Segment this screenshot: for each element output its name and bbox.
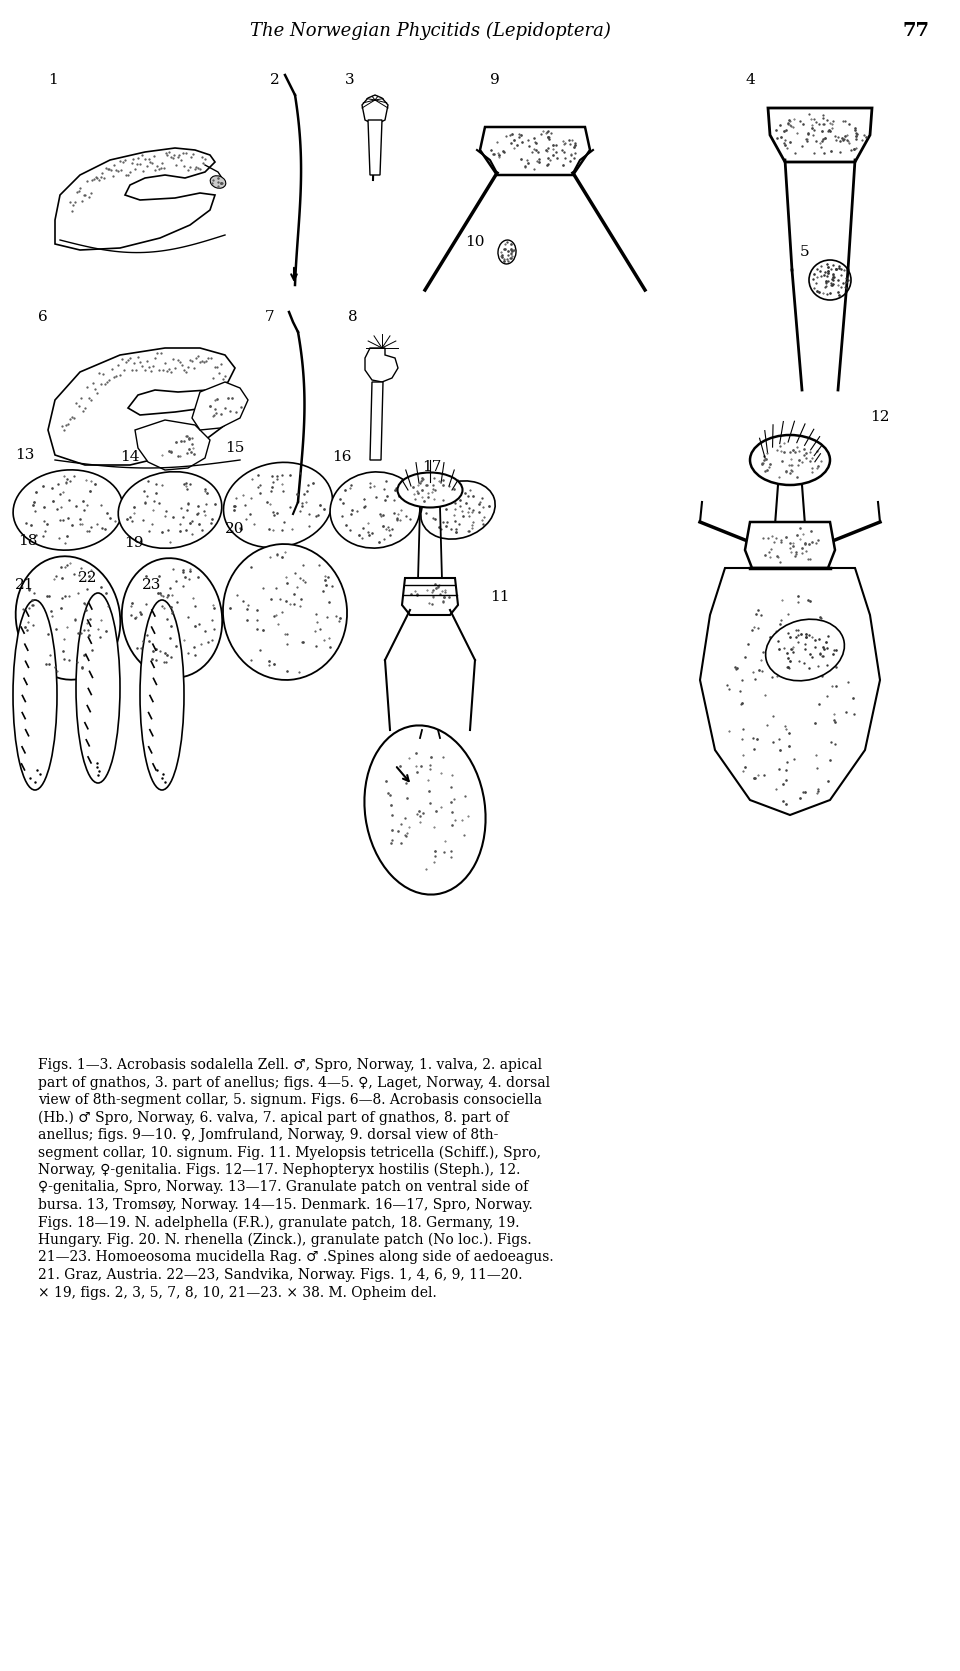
Polygon shape — [368, 120, 382, 175]
Text: 16: 16 — [332, 449, 351, 465]
Text: Figs. 1—3. Acrobasis sodalella Zell. ♂, Spro, Norway, 1. valva, 2. apical: Figs. 1—3. Acrobasis sodalella Zell. ♂, … — [38, 1058, 542, 1073]
Ellipse shape — [420, 481, 495, 540]
Text: view of 8th-segment collar, 5. signum. Figs. 6—8. Acrobasis consociella: view of 8th-segment collar, 5. signum. F… — [38, 1093, 542, 1106]
Text: 1: 1 — [48, 74, 58, 87]
Text: anellus; figs. 9—10. ♀, Jomfruland, Norway, 9. dorsal view of 8th-: anellus; figs. 9—10. ♀, Jomfruland, Norw… — [38, 1128, 498, 1141]
Polygon shape — [365, 348, 398, 383]
Text: 2: 2 — [270, 74, 279, 87]
Ellipse shape — [210, 175, 226, 189]
Polygon shape — [48, 348, 235, 465]
Text: 5: 5 — [800, 246, 809, 259]
Text: 21. Graz, Austria. 22—23, Sandvika, Norway. Figs. 1, 4, 6, 9, 11—20.: 21. Graz, Austria. 22—23, Sandvika, Norw… — [38, 1268, 522, 1282]
Text: segment collar, 10. signum. Fig. 11. Myelopsis tetricella (Schiff.), Spro,: segment collar, 10. signum. Fig. 11. Mye… — [38, 1146, 541, 1160]
Ellipse shape — [498, 241, 516, 264]
Text: Norway, ♀-genitalia. Figs. 12—17. Nephopteryx hostilis (Steph.), 12.: Norway, ♀-genitalia. Figs. 12—17. Nephop… — [38, 1163, 520, 1178]
Text: 18: 18 — [18, 535, 37, 548]
Ellipse shape — [76, 593, 120, 784]
Polygon shape — [700, 568, 880, 815]
Text: 13: 13 — [15, 448, 35, 461]
Ellipse shape — [15, 556, 120, 680]
Polygon shape — [55, 149, 215, 251]
Text: Hungary. Fig. 20. N. rhenella (Zinck.), granulate patch (No loc.). Figs.: Hungary. Fig. 20. N. rhenella (Zinck.), … — [38, 1233, 532, 1247]
Ellipse shape — [223, 545, 348, 680]
Text: × 19, figs. 2, 3, 5, 7, 8, 10, 21—23. × 38. M. Opheim del.: × 19, figs. 2, 3, 5, 7, 8, 10, 21—23. × … — [38, 1285, 437, 1300]
Text: 3: 3 — [345, 74, 354, 87]
Text: ♀-genitalia, Spro, Norway. 13—17. Granulate patch on ventral side of: ♀-genitalia, Spro, Norway. 13—17. Granul… — [38, 1180, 528, 1195]
Text: 21: 21 — [15, 578, 35, 592]
Polygon shape — [362, 95, 388, 125]
Text: (Hb.) ♂ Spro, Norway, 6. valva, 7. apical part of gnathos, 8. part of: (Hb.) ♂ Spro, Norway, 6. valva, 7. apica… — [38, 1111, 509, 1125]
Ellipse shape — [118, 471, 222, 548]
Ellipse shape — [13, 470, 123, 550]
Text: 77: 77 — [903, 22, 930, 40]
Text: part of gnathos, 3. part of anellus; figs. 4—5. ♀, Laget, Norway, 4. dorsal: part of gnathos, 3. part of anellus; fig… — [38, 1076, 550, 1089]
Text: 23: 23 — [142, 578, 161, 592]
Text: 7: 7 — [265, 311, 275, 324]
Polygon shape — [370, 383, 383, 460]
Polygon shape — [192, 383, 248, 429]
Text: 11: 11 — [490, 590, 510, 603]
Text: bursa. 13, Tromsøy, Norway. 14—15. Denmark. 16—17, Spro, Norway.: bursa. 13, Tromsøy, Norway. 14—15. Denma… — [38, 1198, 533, 1211]
Text: The Norwegian Phycitids (Lepidoptera): The Norwegian Phycitids (Lepidoptera) — [250, 22, 611, 40]
Text: 10: 10 — [465, 236, 485, 249]
Ellipse shape — [765, 620, 845, 680]
Ellipse shape — [140, 600, 184, 790]
Text: 4: 4 — [745, 74, 755, 87]
Ellipse shape — [750, 434, 830, 485]
Text: Figs. 18—19. N. adelphella (F.R.), granulate patch, 18. Germany, 19.: Figs. 18—19. N. adelphella (F.R.), granu… — [38, 1215, 519, 1230]
Polygon shape — [768, 109, 872, 162]
Ellipse shape — [13, 600, 57, 790]
Ellipse shape — [224, 463, 332, 548]
Text: 19: 19 — [124, 536, 143, 550]
Text: 15: 15 — [225, 441, 245, 455]
Polygon shape — [402, 578, 458, 615]
Ellipse shape — [330, 471, 420, 548]
Text: 12: 12 — [870, 409, 890, 424]
Text: 20: 20 — [225, 521, 245, 536]
Polygon shape — [480, 127, 590, 175]
Ellipse shape — [809, 261, 851, 301]
Polygon shape — [745, 521, 835, 568]
Text: 22: 22 — [78, 571, 98, 585]
Ellipse shape — [122, 558, 222, 678]
Text: 21—23. Homoeosoma mucidella Rag. ♂ .Spines along side of aedoeagus.: 21—23. Homoeosoma mucidella Rag. ♂ .Spin… — [38, 1250, 554, 1265]
Polygon shape — [135, 419, 210, 470]
Text: 9: 9 — [490, 74, 500, 87]
Text: 17: 17 — [422, 460, 442, 475]
Ellipse shape — [365, 725, 486, 894]
Ellipse shape — [397, 473, 463, 508]
Text: 6: 6 — [38, 311, 48, 324]
Text: 14: 14 — [120, 449, 139, 465]
Text: 8: 8 — [348, 311, 358, 324]
